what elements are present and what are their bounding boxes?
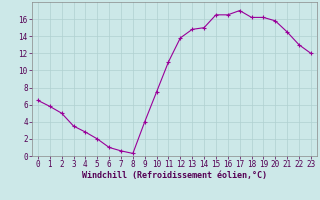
X-axis label: Windchill (Refroidissement éolien,°C): Windchill (Refroidissement éolien,°C) bbox=[82, 171, 267, 180]
